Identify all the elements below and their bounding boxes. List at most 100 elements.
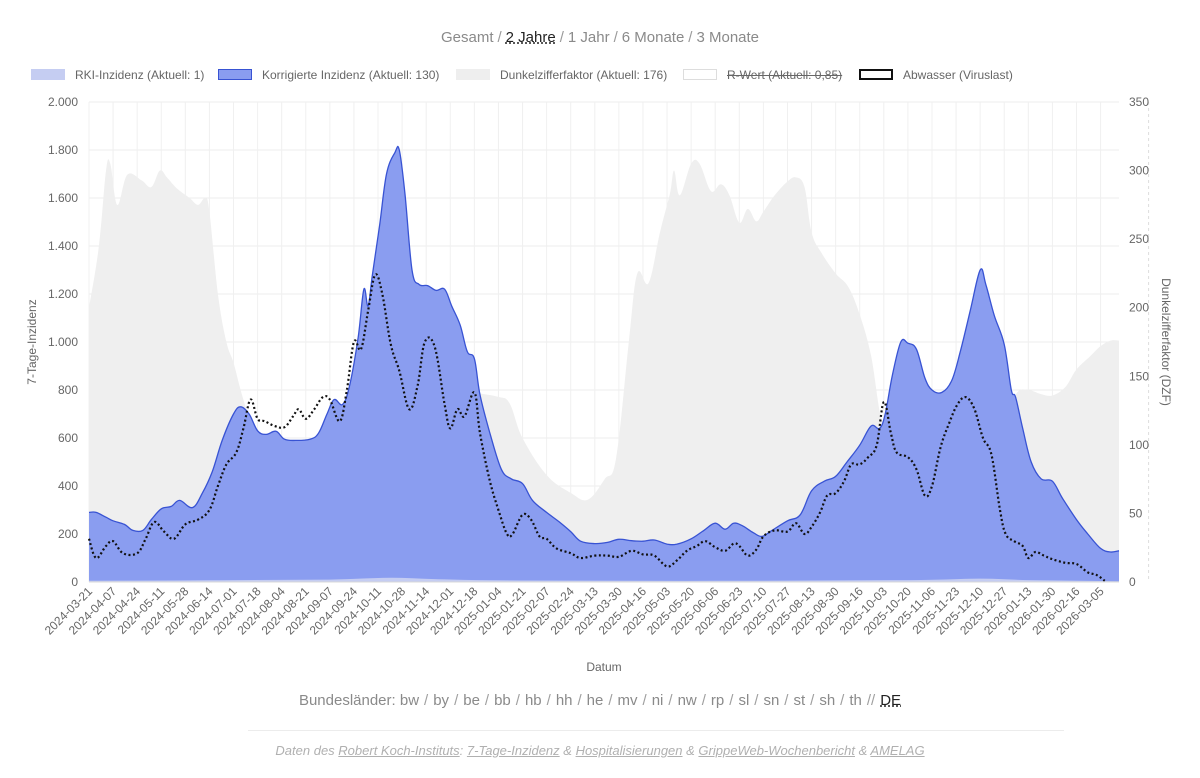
y-tick-label: 1.600	[48, 191, 78, 205]
state-link-by[interactable]: by	[433, 692, 450, 709]
state-separator: /	[784, 692, 789, 709]
state-separator: /	[668, 692, 673, 709]
y2-tick-label: 0	[1129, 575, 1136, 589]
rki-inzidenz-series-line	[88, 577, 1120, 583]
state-separator: /	[729, 692, 734, 709]
state-separator: /	[642, 692, 647, 709]
legend-label: Abwasser (Viruslast)	[903, 68, 1013, 82]
y2-tick-label: 350	[1129, 95, 1149, 109]
korrigierte-inzidenz-series-line	[88, 145, 1120, 553]
state-separator: /	[515, 692, 520, 709]
legend-label: Dunkelzifferfaktor (Aktuell: 176)	[500, 68, 668, 82]
y2-tick-label: 200	[1129, 301, 1149, 315]
y2-axis-title: Dunkelzifferfaktor (DZF)	[1159, 278, 1173, 406]
bundeslaender-selector: Bundesländer: bw / by / be / bb / hb / hh / he / mv / ni…	[0, 692, 1200, 709]
legend-swatch	[859, 69, 893, 80]
footer-text: &	[682, 743, 699, 758]
range-separator: /	[497, 29, 502, 46]
state-link-bw[interactable]: bw	[399, 692, 420, 709]
state-separator: /	[546, 692, 551, 709]
state-link-sh[interactable]: sh	[819, 692, 836, 709]
y2-tick-label: 100	[1129, 438, 1149, 452]
state-separator: //	[866, 692, 876, 709]
state-link-be[interactable]: be	[463, 692, 480, 709]
footer-text: &	[559, 743, 576, 758]
y2-axis: 0 50 100 150 200 250 300 350	[1129, 95, 1149, 589]
legend-label: R-Wert (Aktuell: 0,85)	[727, 68, 843, 82]
y-tick-label: 400	[58, 479, 78, 493]
y-tick-label: 200	[58, 527, 78, 541]
state-separator: /	[608, 692, 613, 709]
state-link-hb[interactable]: hb	[524, 692, 542, 709]
state-separator: /	[810, 692, 815, 709]
state-link-hh[interactable]: hh	[555, 692, 573, 709]
legend-swatch	[456, 69, 490, 80]
footer-text: Daten des	[275, 743, 339, 758]
y2-tick-label: 150	[1129, 369, 1149, 383]
grippeweb-link[interactable]: GrippeWeb-Wochenbericht	[698, 743, 855, 758]
y-tick-label: 1.200	[48, 287, 78, 301]
state-link-st[interactable]: st	[793, 692, 806, 709]
y-axis-title: 7-Tage-Inzidenz	[25, 299, 39, 384]
state-link-nw[interactable]: nw	[677, 692, 697, 709]
range-option-1-jahr[interactable]: 1 Jahr	[567, 29, 610, 46]
footer-text: &	[854, 743, 871, 758]
state-separator: /	[454, 692, 459, 709]
data-source-footer: Daten des Robert Koch-Instituts: 7-Tage-…	[0, 743, 1200, 758]
legend-swatch	[31, 69, 65, 80]
korrigierte-inzidenz-series-area	[89, 146, 1119, 582]
legend-label: Korrigierte Inzidenz (Aktuell: 130)	[262, 68, 440, 82]
x-axis-title: Datum	[586, 660, 621, 674]
korrigierte-inzidenz-series	[88, 145, 1120, 582]
x-axis: 2024-03-212024-04-072024-04-242024-05-11…	[42, 584, 1107, 638]
rki-link[interactable]: Robert Koch-Instituts	[338, 743, 460, 758]
amelag-link[interactable]: AMELAG	[870, 743, 925, 758]
states-prefix: Bundesländer:	[298, 692, 400, 709]
footer-text: :	[459, 743, 467, 758]
state-separator: /	[701, 692, 706, 709]
legend-swatch	[218, 69, 252, 80]
state-link-rp[interactable]: rp	[710, 692, 725, 709]
state-link-sn[interactable]: sn	[763, 692, 780, 709]
y2-tick-label: 300	[1129, 164, 1149, 178]
inzidenz-link[interactable]: 7-Tage-Inzidenz	[466, 743, 560, 758]
hospitalisierungen-link[interactable]: Hospitalisierungen	[575, 743, 683, 758]
range-separator: /	[559, 29, 564, 46]
y-axis: 0 200 400 600 800 1.000 1.200 1.400 1.600 1.800 2.…	[48, 95, 78, 589]
range-option-6-monate[interactable]: 6 Monate	[621, 29, 685, 46]
range-separator: /	[613, 29, 618, 46]
y-tick-label: 800	[58, 383, 78, 397]
state-link-de[interactable]: DE	[880, 692, 902, 709]
state-separator: /	[577, 692, 582, 709]
state-separator: /	[840, 692, 845, 709]
range-selector: Gesamt/2 Jahre/1 Jahr/6 Monate/3 Monate	[0, 29, 1200, 46]
state-link-bb[interactable]: bb	[494, 692, 511, 709]
state-link-mv[interactable]: mv	[617, 692, 638, 709]
state-separator: /	[484, 692, 490, 709]
abwasser-series	[87, 273, 1106, 582]
y-tick-label: 0	[71, 575, 78, 589]
range-option-gesamt[interactable]: Gesamt	[440, 29, 494, 46]
y2-tick-label: 250	[1129, 232, 1149, 246]
range-separator: /	[688, 29, 693, 46]
incidence-chart: 0 200 400 600 800 1.000 1.200 1.400 1.600 1.800 2.…	[25, 95, 1173, 674]
legend-label: RKI-Inzidenz (Aktuell: 1)	[75, 68, 205, 82]
state-link-ni[interactable]: ni	[651, 692, 664, 709]
range-option-2-jahre[interactable]: 2 Jahre	[505, 29, 556, 46]
y-tick-label: 1.800	[48, 143, 78, 157]
footer-divider	[248, 730, 1064, 731]
y-tick-label: 1.400	[48, 239, 78, 253]
state-separator: /	[424, 692, 429, 709]
state-link-sl[interactable]: sl	[738, 692, 750, 709]
y-tick-label: 600	[58, 431, 78, 445]
y2-tick-label: 50	[1129, 506, 1143, 520]
range-option-3-monate[interactable]: 3 Monate	[696, 29, 760, 46]
legend-swatch	[683, 69, 717, 80]
rki-inzidenz-series	[88, 577, 1120, 583]
state-link-he[interactable]: he	[586, 692, 604, 709]
state-link-th[interactable]: th	[849, 692, 862, 709]
chart-legend: RKI-Inzidenz (Aktuell: 1) Korrigierte Inz…	[0, 66, 1200, 86]
state-separator: /	[754, 692, 759, 709]
y-tick-label: 2.000	[48, 95, 78, 109]
y-tick-label: 1.000	[48, 335, 78, 349]
